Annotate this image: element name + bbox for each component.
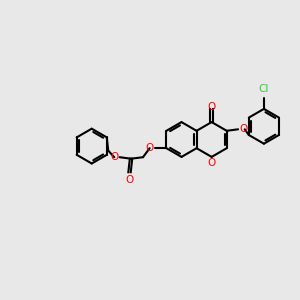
Text: O: O bbox=[208, 158, 216, 168]
Text: O: O bbox=[208, 102, 216, 112]
Text: O: O bbox=[110, 152, 118, 162]
Text: O: O bbox=[146, 143, 154, 153]
Text: Cl: Cl bbox=[259, 84, 269, 94]
Text: O: O bbox=[239, 124, 247, 134]
Text: O: O bbox=[125, 175, 134, 184]
